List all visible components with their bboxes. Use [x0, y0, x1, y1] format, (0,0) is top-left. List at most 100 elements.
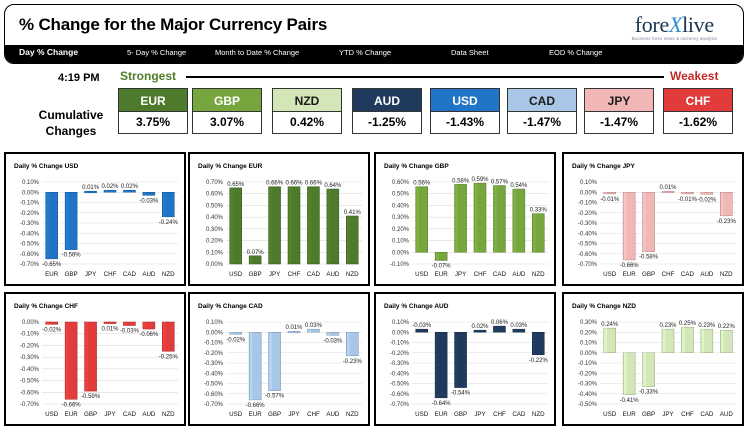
- chart-title: Daily % Change JPY: [572, 163, 636, 170]
- bar-nzd: [346, 215, 359, 265]
- y-tick-label: -0.50%: [204, 382, 224, 388]
- x-tick-label: JPY: [288, 411, 299, 418]
- bar-aud: [326, 188, 340, 265]
- currency-cumulative-value: 3.75%: [118, 112, 188, 134]
- data-label: -0.25%: [159, 354, 179, 360]
- chart-daily-change-usd: Daily % Change USD 0.10% 0.00% -0.10% -0.20%…: [14, 163, 179, 278]
- y-tick-label: -0.50%: [578, 402, 598, 408]
- x-tick-label: EUR: [45, 271, 59, 278]
- tab-day-change[interactable]: Day % Change: [19, 47, 79, 57]
- y-tick-label: -0.10%: [20, 332, 40, 338]
- data-label: 0.64%: [324, 183, 342, 189]
- y-tick-label: -0.70%: [20, 262, 40, 268]
- chart-title: Daily % Change USD: [14, 163, 79, 170]
- bar-jpy: [268, 186, 281, 265]
- bar-usd: [603, 192, 616, 195]
- x-tick-label: USD: [603, 271, 617, 278]
- y-tick-label: -0.50%: [20, 379, 40, 385]
- y-tick-label: 0.70%: [206, 180, 224, 186]
- data-label: -0.23%: [343, 359, 363, 365]
- data-label: -0.07%: [432, 263, 452, 269]
- y-tick-label: 0.00%: [206, 262, 224, 268]
- tab-5-day-change[interactable]: 5- Day % Change: [127, 48, 187, 57]
- y-tick-label: 0.00%: [22, 320, 40, 326]
- bar-nzd: [162, 321, 175, 352]
- y-tick-label: -0.50%: [390, 382, 410, 388]
- tab-ytd-change[interactable]: YTD % Change: [339, 48, 392, 57]
- bar-aud: [142, 192, 156, 196]
- y-tick-label: -0.10%: [20, 201, 40, 207]
- chart-daily-change-gbp: Daily % Change GBP 0.60% 0.50% 0.40% 0.30% 0.…: [384, 163, 548, 278]
- x-tick-label: GBP: [268, 411, 281, 418]
- y-tick-label: -0.30%: [20, 355, 40, 361]
- x-tick-label: CHF: [307, 411, 320, 418]
- x-tick-label: EUR: [623, 411, 637, 418]
- y-tick-label: -0.60%: [204, 392, 224, 398]
- forexlive-logo[interactable]: foreXlive Business forex news & currency…: [632, 12, 717, 41]
- tab-eod-change[interactable]: EOD % Change: [549, 48, 603, 57]
- bar-aud: [720, 329, 733, 353]
- x-tick-label: CAD: [512, 411, 526, 418]
- y-tick-label: -0.70%: [204, 402, 224, 408]
- bar-usd: [415, 186, 428, 253]
- bar-gbp: [248, 255, 262, 265]
- data-label: 0.57%: [491, 180, 509, 186]
- chart-daily-change-chf: Daily % Change CHF 0.00% -0.10% -0.20% -0.30…: [14, 303, 179, 418]
- x-tick-label: AUD: [142, 271, 156, 278]
- bar-jpy: [84, 190, 97, 194]
- y-tick-label: -0.60%: [20, 390, 40, 396]
- data-label: 0.01%: [82, 185, 100, 191]
- bar-nzd: [532, 213, 545, 253]
- x-tick-label: NZD: [532, 411, 545, 418]
- data-label: -0.33%: [639, 390, 659, 396]
- data-label: -0.24%: [159, 220, 179, 226]
- logo-live: live: [682, 12, 714, 37]
- x-tick-label: EUR: [65, 411, 79, 418]
- y-tick-label: 0.00%: [392, 330, 410, 336]
- y-tick-label: -0.20%: [578, 211, 598, 217]
- tab-data-sheet[interactable]: Data Sheet: [451, 48, 489, 57]
- data-label: -0.03%: [323, 338, 343, 344]
- y-tick-label: 0.50%: [206, 203, 224, 209]
- data-label: -0.22%: [529, 358, 549, 364]
- bar-chf: [307, 328, 320, 333]
- y-tick-label: -0.30%: [204, 361, 224, 367]
- chart-panel-jpy: Daily % Change JPY 0.10% 0.00% -0.10% -0.20%…: [562, 152, 744, 286]
- data-label: 0.22%: [718, 324, 736, 330]
- weakest-label: Weakest: [670, 69, 719, 83]
- x-tick-label: AUD: [720, 411, 734, 418]
- bar-chf: [473, 182, 487, 253]
- currency-box-chf: CHF -1.62%: [663, 88, 733, 134]
- data-label: -0.06%: [139, 332, 159, 338]
- data-label: 0.03%: [510, 323, 528, 329]
- data-label: 0.01%: [101, 327, 119, 333]
- x-tick-label: CHF: [681, 411, 694, 418]
- bar-nzd: [532, 332, 545, 356]
- x-tick-label: CAD: [123, 411, 137, 418]
- data-label: -0.02%: [226, 337, 246, 343]
- chart-panel-cad: Daily % Change CAD 0.10% 0.00% -0.10% -0.20%…: [188, 292, 370, 426]
- bar-usd: [45, 321, 58, 325]
- y-tick-label: 0.00%: [392, 250, 410, 256]
- x-tick-label: USD: [229, 271, 243, 278]
- y-tick-label: 0.30%: [580, 320, 598, 326]
- chart-title: Daily % Change AUD: [384, 303, 449, 310]
- y-tick-label: 0.00%: [580, 351, 598, 357]
- y-tick-label: -0.60%: [390, 392, 410, 398]
- currency-name: NZD: [272, 88, 342, 112]
- currency-box-gbp: GBP 3.07%: [192, 88, 262, 134]
- cumulative-label-line1: Cumulative: [38, 108, 104, 122]
- y-tick-label: 0.20%: [392, 227, 410, 233]
- currency-name: CAD: [507, 88, 577, 112]
- data-label: 0.01%: [659, 185, 677, 191]
- tab-month-to-date-change[interactable]: Month to Date % Change: [215, 48, 300, 57]
- y-tick-label: -0.60%: [578, 252, 598, 258]
- currency-cumulative-value: -1.25%: [352, 112, 422, 134]
- bar-eur: [622, 352, 636, 396]
- bar-chf: [681, 326, 694, 353]
- data-label: -0.41%: [620, 398, 640, 404]
- x-tick-label: AUD: [512, 271, 526, 278]
- currency-name: AUD: [352, 88, 422, 112]
- bar-chf: [287, 186, 301, 265]
- data-label: -0.03%: [120, 329, 140, 335]
